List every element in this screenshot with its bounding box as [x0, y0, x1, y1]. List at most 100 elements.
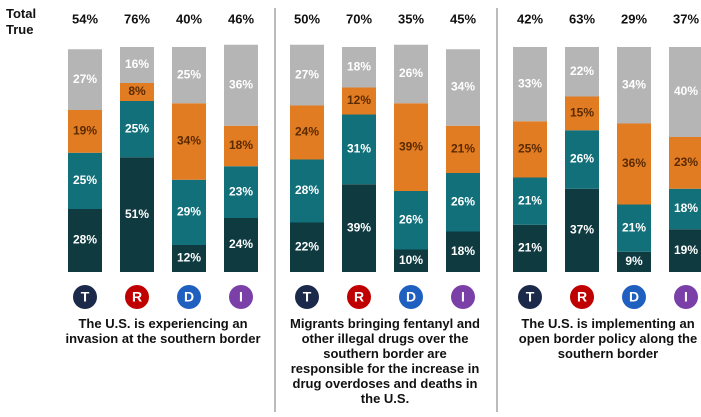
x-tick-label: R — [577, 289, 587, 305]
bar-segment — [290, 159, 324, 223]
x-tick-label: I — [684, 289, 688, 305]
bar-segment — [617, 251, 651, 272]
bar-segment — [669, 47, 701, 137]
x-tick-label: I — [239, 289, 243, 305]
bar-segment — [513, 224, 547, 272]
value-label: 12% — [177, 251, 201, 265]
bar-segment — [669, 188, 701, 230]
value-label: 24% — [229, 237, 253, 251]
value-label: 36% — [622, 156, 646, 170]
value-label: 34% — [451, 80, 475, 94]
value-label: 12% — [347, 93, 371, 107]
value-label: 25% — [125, 121, 149, 135]
bar-segment — [120, 157, 154, 272]
value-label: 10% — [399, 253, 423, 267]
value-label: 9% — [625, 254, 643, 268]
value-label: 23% — [674, 155, 698, 169]
value-label: 19% — [674, 243, 698, 257]
value-label: 22% — [570, 64, 594, 78]
value-label: 34% — [177, 134, 201, 148]
bar-segment — [172, 103, 206, 180]
bar-segment — [617, 204, 651, 252]
bar-segment — [394, 191, 428, 250]
bar-segment — [565, 47, 599, 97]
total-label: 46% — [228, 11, 254, 26]
bar-segment — [565, 96, 599, 131]
value-label: 36% — [229, 77, 253, 91]
bar-segment — [172, 179, 206, 245]
bar-segment — [342, 47, 376, 88]
value-label: 23% — [229, 184, 253, 198]
bar-segment — [120, 83, 154, 101]
value-label: 33% — [518, 76, 542, 90]
bar-segment — [224, 166, 258, 218]
x-tick-label: I — [461, 289, 465, 305]
value-label: 37% — [570, 223, 594, 237]
value-label: 34% — [622, 77, 646, 91]
bar-segment — [224, 218, 258, 272]
category-badge — [570, 285, 594, 309]
value-label: 18% — [347, 59, 371, 73]
category-badge — [518, 285, 542, 309]
bar-segment — [617, 47, 651, 124]
category-badge — [73, 285, 97, 309]
total-label: 50% — [294, 11, 320, 26]
bar-segment — [224, 44, 258, 126]
value-label: 25% — [177, 67, 201, 81]
total-label: 54% — [72, 11, 98, 26]
value-label: 31% — [347, 142, 371, 156]
bar-segment — [68, 110, 102, 153]
total-label: 70% — [346, 11, 372, 26]
bar-segment — [669, 137, 701, 189]
value-label: 29% — [177, 205, 201, 219]
value-label: 27% — [73, 72, 97, 86]
value-label: 21% — [518, 193, 542, 207]
value-label: 28% — [73, 233, 97, 247]
value-label: 21% — [518, 241, 542, 255]
total-label: 42% — [517, 11, 543, 26]
category-badge — [399, 285, 423, 309]
value-label: 16% — [125, 57, 149, 71]
total-label: 76% — [124, 11, 150, 26]
value-label: 15% — [570, 106, 594, 120]
total-label: 45% — [450, 11, 476, 26]
bar-segment — [513, 177, 547, 225]
bar-segment — [68, 209, 102, 272]
bar-segment — [172, 47, 206, 104]
category-badge — [347, 285, 371, 309]
category-badge — [674, 285, 698, 309]
bar-segment — [290, 222, 324, 272]
x-tick-label: D — [406, 289, 416, 305]
category-badge — [295, 285, 319, 309]
value-label: 39% — [347, 220, 371, 234]
value-label: 18% — [451, 244, 475, 258]
value-label: 26% — [399, 66, 423, 80]
bar-segment — [669, 229, 701, 272]
bar-segment — [446, 231, 480, 272]
x-tick-label: D — [629, 289, 639, 305]
category-badge — [177, 285, 201, 309]
bar-segment — [446, 173, 480, 232]
x-tick-label: T — [526, 289, 535, 305]
x-tick-label: R — [354, 289, 364, 305]
bar-segment — [290, 105, 324, 160]
total-label: 37% — [673, 11, 699, 26]
value-label: 24% — [295, 125, 319, 139]
bar-segment — [342, 184, 376, 272]
value-label: 21% — [451, 142, 475, 156]
bar-segment — [68, 49, 102, 110]
value-label: 8% — [128, 84, 146, 98]
category-badge — [622, 285, 646, 309]
bar-segment — [513, 47, 547, 122]
bar-segment — [394, 249, 428, 272]
value-label: 40% — [674, 84, 698, 98]
chart-title: The U.S. is implementing an open border … — [518, 316, 698, 361]
bar-segment — [224, 125, 258, 167]
value-label: 25% — [73, 173, 97, 187]
bar-segment — [565, 188, 599, 272]
bar-segment — [565, 130, 599, 189]
x-tick-label: R — [132, 289, 142, 305]
total-label: 35% — [398, 11, 424, 26]
chart-title: The U.S. is experiencing an invasion at … — [65, 316, 261, 346]
